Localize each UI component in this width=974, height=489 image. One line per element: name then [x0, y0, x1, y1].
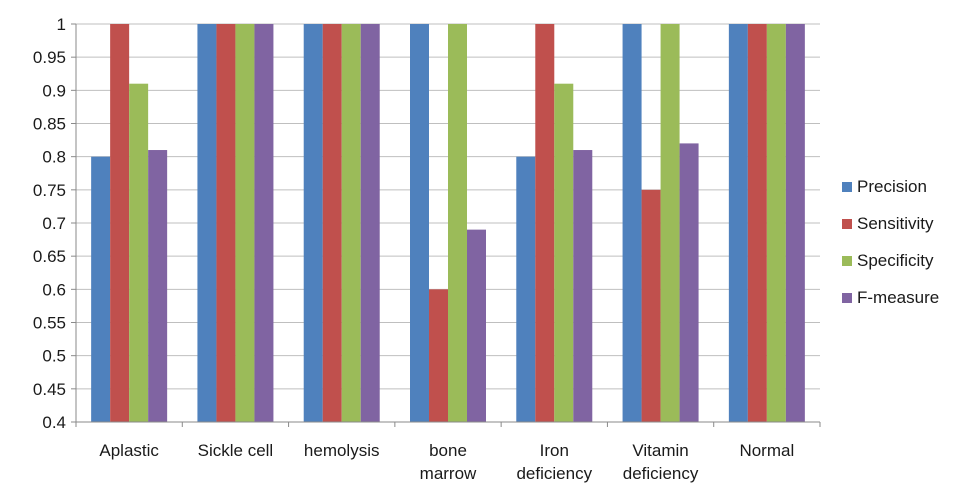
bar-precision [728, 24, 748, 422]
axes [71, 23, 821, 427]
y-tick-labels: 0.4 0.45 0.5 0.55 0.6 0.65 0.7 0.75 0.8 0.85 0.9 0.… [33, 15, 66, 432]
bar-specificity [235, 24, 255, 422]
x-category-label: deficiency [623, 464, 699, 483]
y-tick-label: 0.65 [33, 247, 66, 266]
legend-swatch [842, 293, 852, 303]
x-category-label: Aplastic [99, 441, 159, 460]
bar-specificity [448, 24, 467, 422]
bar-sensitivity [110, 24, 130, 422]
bar-precision [91, 156, 111, 422]
x-category-label: Normal [739, 441, 794, 460]
x-category-labels: Aplastic Sickle cell hemolysis bone marrow Ir… [99, 441, 794, 483]
y-tick-label: 0.55 [33, 314, 66, 333]
y-tick-label: 0.8 [42, 148, 66, 167]
bars [91, 24, 805, 423]
bar-f-measure [360, 24, 380, 422]
bar-sensitivity [322, 24, 342, 422]
legend-label: Sensitivity [857, 214, 934, 233]
y-tick-label: 0.4 [42, 413, 66, 432]
bar-specificity [554, 83, 574, 422]
bar-precision [622, 24, 642, 422]
y-tick-label: 0.85 [33, 115, 66, 134]
bar-precision [516, 156, 536, 422]
legend-swatch [842, 182, 852, 192]
bar-sensitivity [429, 289, 448, 422]
y-tick-label: 0.5 [42, 347, 66, 366]
legend-label: Specificity [857, 251, 934, 270]
y-tick-label: 0.9 [42, 81, 66, 100]
x-category-label: hemolysis [304, 441, 380, 460]
bar-sensitivity [535, 24, 555, 422]
bar-f-measure [679, 143, 699, 422]
legend-swatch [842, 256, 852, 266]
bar-sensitivity [216, 24, 236, 422]
bar-precision [303, 24, 323, 422]
bar-f-measure [254, 24, 274, 422]
legend-label: F-measure [857, 288, 939, 307]
y-tick-label: 0.75 [33, 181, 66, 200]
bar-specificity [766, 24, 786, 422]
bar-f-measure [785, 24, 805, 422]
bar-specificity [660, 24, 680, 422]
x-category-label: Sickle cell [198, 441, 274, 460]
legend-label: Precision [857, 177, 927, 196]
bar-precision [197, 24, 217, 422]
y-tick-label: 0.6 [42, 280, 66, 299]
x-category-label: Iron [540, 441, 569, 460]
y-tick-label: 1 [57, 15, 66, 34]
bar-sensitivity [747, 24, 767, 422]
bar-f-measure [467, 229, 486, 422]
bar-sensitivity [641, 189, 661, 422]
y-tick-label: 0.45 [33, 380, 66, 399]
bar-f-measure [573, 150, 593, 423]
x-category-label: deficiency [516, 464, 592, 483]
bar-precision [410, 24, 429, 422]
x-category-label: bone [429, 441, 467, 460]
bar-f-measure [148, 150, 168, 423]
y-tick-label: 0.7 [42, 214, 66, 233]
y-tick-label: 0.95 [33, 48, 66, 67]
x-category-label: marrow [420, 464, 477, 483]
legend-swatch [842, 219, 852, 229]
bar-specificity [341, 24, 361, 422]
bar-specificity [129, 83, 149, 422]
legend: Precision Sensitivity Specificity F-measure [842, 177, 939, 307]
x-category-label: Vitamin [632, 441, 688, 460]
